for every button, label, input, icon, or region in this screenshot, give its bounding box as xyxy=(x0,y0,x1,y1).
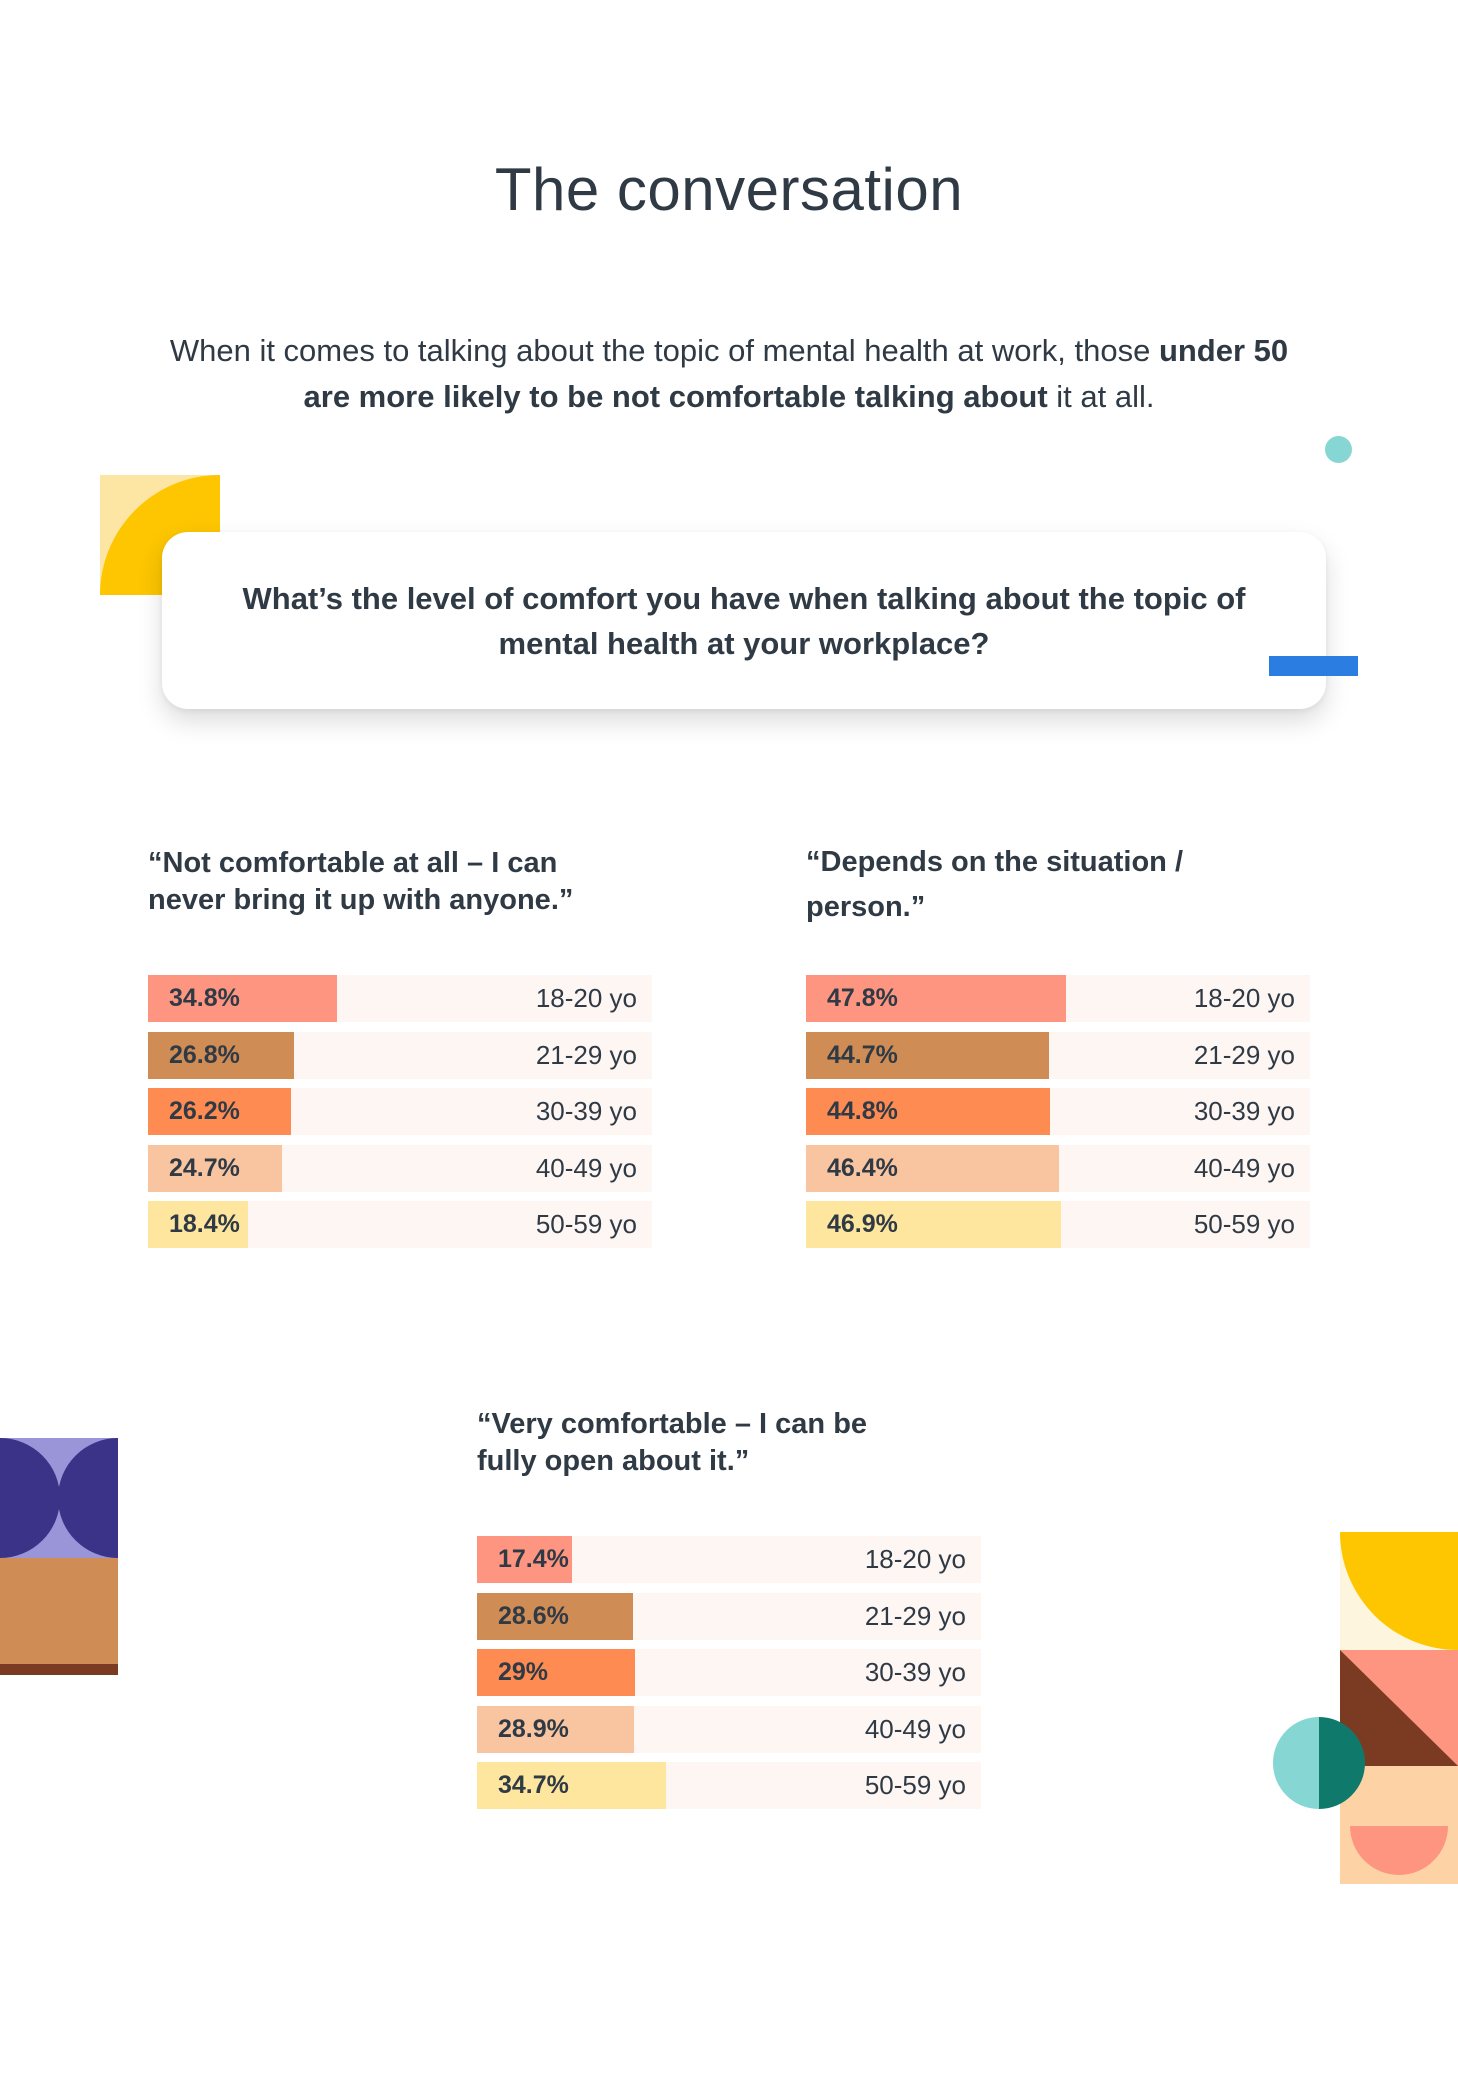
bar-value-label: 46.4% xyxy=(827,1153,898,1182)
intro-bold: under 50 are more likely to be not comfo… xyxy=(303,333,1289,414)
chart-row: 34.8% 18-20 yo xyxy=(148,975,652,1022)
age-group-label: 18-20 yo xyxy=(535,983,637,1013)
chart-title: “Not comfortable at all – I can never br… xyxy=(148,847,574,916)
chart-very-comfortable: “Very comfortable – I can be fully open … xyxy=(477,1406,981,1816)
bar-value-label: 34.8% xyxy=(169,984,240,1012)
chart-row: 34.7% 50-59 yo xyxy=(477,1762,981,1809)
bar-30-39 xyxy=(148,1088,291,1135)
age-group-label: 30-39 yo xyxy=(864,1657,966,1687)
age-group-label: 18-20 yo xyxy=(864,1544,966,1574)
chart-rows: 17.4% 18-20 yo 28.6% 21-29 yo 29% 30-39 yo 28.… xyxy=(477,1536,981,1819)
chart-row: 24.7% 40-49 yo xyxy=(148,1144,652,1192)
bar-value-label: 29% xyxy=(498,1658,549,1686)
age-group-label: 40-49 yo xyxy=(864,1713,966,1744)
chart-depends: “Depends on the situation / person.” 47.… xyxy=(806,845,1310,1255)
chart-row: 26.2% 30-39 yo xyxy=(148,1088,652,1135)
bar-50-59 xyxy=(148,1201,249,1248)
chart-rows: 47.8% 18-20 yo 44.7% 21-29 yo 44.8% 30-39 yo 4… xyxy=(806,975,1310,1258)
intro-text: When it comes to talking about the topic… xyxy=(150,328,1308,420)
question-card: What’s the level of comfort you have whe… xyxy=(162,532,1326,709)
age-group-label: 21-29 yo xyxy=(864,1600,966,1631)
age-group-label: 30-39 yo xyxy=(1193,1096,1295,1126)
bar-value-label: 44.7% xyxy=(827,1040,898,1069)
age-group-label: 40-49 yo xyxy=(1193,1152,1295,1183)
bar-18-20 xyxy=(477,1536,572,1583)
bar-value-label: 34.7% xyxy=(498,1771,569,1799)
bar-value-label: 26.8% xyxy=(169,1040,240,1069)
age-group-label: 50-59 yo xyxy=(1193,1209,1295,1239)
bar-value-label: 18.4% xyxy=(169,1210,240,1238)
chart-row: 26.8% 21-29 yo xyxy=(148,1031,652,1079)
age-group-label: 21-29 yo xyxy=(535,1039,637,1070)
bar-value-label: 44.8% xyxy=(827,1097,898,1125)
chart-row: 46.9% 50-59 yo xyxy=(806,1201,1310,1248)
intro-part1: When it comes to talking about the topic… xyxy=(169,333,1159,368)
bar-30-39 xyxy=(477,1649,635,1696)
age-group-label: 21-29 yo xyxy=(1193,1039,1295,1070)
chart-row: 28.9% 40-49 yo xyxy=(477,1705,981,1753)
teal-dot-decoration xyxy=(1325,436,1352,463)
age-group-label: 18-20 yo xyxy=(1193,983,1295,1013)
age-group-label: 50-59 yo xyxy=(864,1770,966,1800)
bar-18-20 xyxy=(148,975,338,1022)
bar-value-label: 28.6% xyxy=(498,1601,569,1630)
bar-value-label: 26.2% xyxy=(169,1097,240,1125)
bar-21-29 xyxy=(477,1592,633,1640)
bar-18-20 xyxy=(806,975,1067,1022)
age-group-label: 30-39 yo xyxy=(535,1096,637,1126)
bar-value-label: 28.9% xyxy=(498,1714,569,1743)
chart-rows: 34.8% 18-20 yo 26.8% 21-29 yo 26.2% 30-39 yo 2… xyxy=(148,975,652,1258)
blue-bar-decoration xyxy=(1269,656,1358,676)
bar-50-59 xyxy=(806,1201,1062,1248)
bar-value-label: 24.7% xyxy=(169,1153,240,1182)
bar-21-29 xyxy=(148,1031,294,1079)
bar-40-49 xyxy=(477,1705,635,1753)
page-title: The conversation xyxy=(494,156,964,223)
chart-row: 44.8% 30-39 yo xyxy=(806,1088,1310,1135)
age-group-label: 40-49 yo xyxy=(535,1152,637,1183)
age-group-label: 50-59 yo xyxy=(535,1209,637,1239)
bar-30-39 xyxy=(806,1088,1050,1135)
question-text: What’s the level of comfort you have whe… xyxy=(242,580,1246,661)
chart-row: 17.4% 18-20 yo xyxy=(477,1536,981,1583)
left-geometric-decoration xyxy=(0,1438,118,1675)
bar-value-label: 17.4% xyxy=(498,1545,569,1573)
bar-50-59 xyxy=(477,1762,666,1809)
chart-row: 44.7% 21-29 yo xyxy=(806,1031,1310,1079)
bar-40-49 xyxy=(148,1144,283,1192)
bar-40-49 xyxy=(806,1144,1059,1192)
chart-row: 46.4% 40-49 yo xyxy=(806,1144,1310,1192)
bar-value-label: 46.9% xyxy=(827,1210,898,1238)
bar-value-label: 47.8% xyxy=(827,984,898,1012)
half-circle-decoration xyxy=(1273,1717,1365,1809)
chart-title: “Depends on the situation / person.” xyxy=(806,846,1184,923)
right-geometric-decoration xyxy=(1340,1532,1458,1884)
chart-row: 18.4% 50-59 yo xyxy=(148,1201,652,1248)
intro-part2: it at all. xyxy=(1047,379,1155,414)
chart-row: 47.8% 18-20 yo xyxy=(806,975,1310,1022)
chart-title: “Very comfortable – I can be fully open … xyxy=(477,1408,868,1477)
chart-row: 28.6% 21-29 yo xyxy=(477,1592,981,1640)
chart-not-comfortable: “Not comfortable at all – I can never br… xyxy=(148,845,652,1255)
bar-21-29 xyxy=(806,1031,1050,1079)
chart-row: 29% 30-39 yo xyxy=(477,1649,981,1696)
